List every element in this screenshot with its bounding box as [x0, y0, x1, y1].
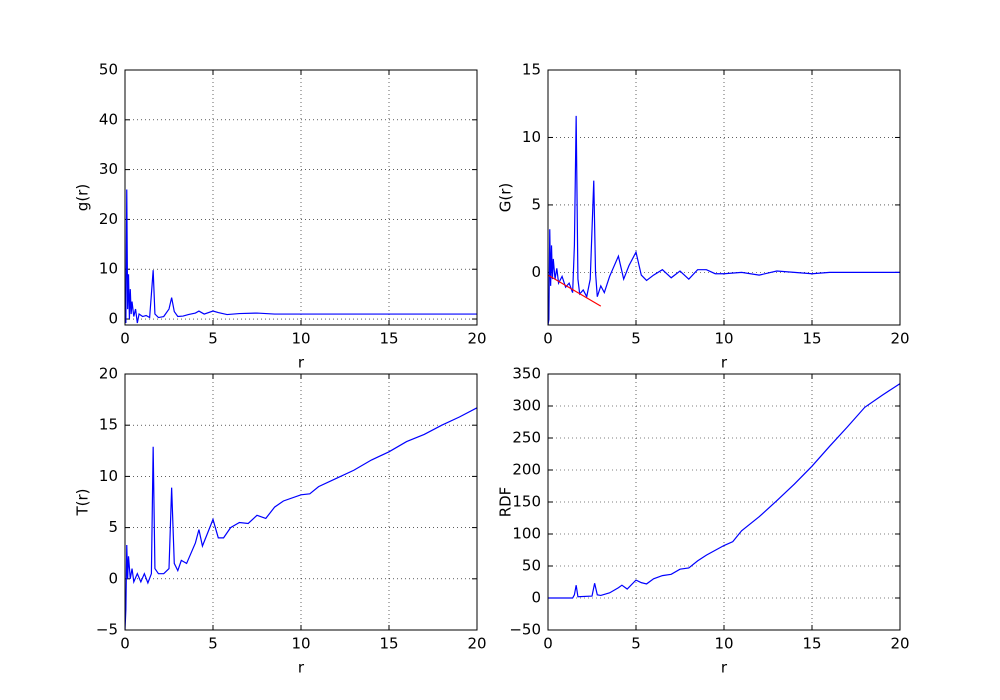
x-tick-label: 10 [291, 330, 310, 348]
y-tick-label: 15 [522, 61, 541, 79]
x-axis-label: r [721, 659, 728, 677]
y-axis-label: T(r) [74, 488, 92, 516]
x-axis-label: r [298, 354, 305, 372]
y-tick-label: 15 [99, 416, 118, 434]
data-line [125, 407, 477, 630]
y-axis-label: g(r) [74, 184, 92, 211]
y-tick-label: 0 [531, 589, 541, 607]
y-tick-label: 20 [99, 210, 118, 228]
y-tick-label: 0 [108, 310, 118, 328]
x-tick-label: 15 [802, 330, 821, 348]
x-tick-label: 20 [890, 330, 909, 348]
y-tick-label: 150 [512, 493, 541, 511]
y-tick-label: 250 [512, 429, 541, 447]
x-tick-label: 0 [543, 330, 553, 348]
plot-frame [547, 69, 901, 326]
y-tick-label: 200 [512, 461, 541, 479]
x-tick-label: 20 [467, 330, 486, 348]
x-tick-label: 0 [543, 635, 553, 653]
x-tick-label: 5 [631, 635, 641, 653]
plot-frame [124, 373, 478, 631]
x-tick-label: 0 [120, 635, 130, 653]
y-tick-label: 5 [531, 195, 541, 213]
x-tick-label: 10 [714, 330, 733, 348]
y-tick-label: 50 [522, 557, 541, 575]
data-line [548, 274, 602, 307]
x-tick-label: 15 [379, 330, 398, 348]
y-tick-label: −50 [509, 621, 541, 639]
x-tick-label: 0 [120, 330, 130, 348]
y-axis-label: G(r) [497, 183, 515, 213]
plot-frame [124, 69, 478, 326]
x-tick-label: 5 [631, 330, 641, 348]
x-tick-label: 10 [291, 635, 310, 653]
x-tick-label: 15 [379, 635, 398, 653]
x-tick-label: 5 [208, 330, 218, 348]
data-line [548, 383, 900, 599]
subplot: 0 5 10 15 20 0 5 10 15 r G(r) [497, 61, 910, 372]
y-tick-label: 350 [512, 365, 541, 383]
subplot: 0 5 10 15 20 0 10 20 30 40 50 r g(r) [74, 61, 487, 372]
y-tick-label: 40 [99, 110, 118, 128]
y-tick-label: 300 [512, 397, 541, 415]
y-tick-label: 20 [99, 365, 118, 383]
plot-frame [547, 373, 901, 631]
y-tick-label: 5 [108, 518, 118, 536]
y-tick-label: 0 [531, 263, 541, 281]
data-line [548, 115, 900, 325]
x-tick-label: 10 [714, 635, 733, 653]
y-tick-label: 10 [99, 260, 118, 278]
x-tick-label: 5 [208, 635, 218, 653]
x-axis-label: r [721, 354, 728, 372]
y-axis-label: RDF [497, 487, 515, 518]
y-tick-label: 10 [522, 128, 541, 146]
y-tick-label: 30 [99, 160, 118, 178]
y-tick-label: 10 [99, 467, 118, 485]
y-tick-label: 50 [99, 61, 118, 79]
x-axis-label: r [298, 659, 305, 677]
y-tick-label: 0 [108, 569, 118, 587]
x-tick-label: 15 [802, 635, 821, 653]
x-tick-label: 20 [467, 635, 486, 653]
data-line [125, 189, 477, 324]
x-tick-label: 20 [890, 635, 909, 653]
y-tick-label: 100 [512, 525, 541, 543]
y-tick-label: −5 [96, 621, 118, 639]
